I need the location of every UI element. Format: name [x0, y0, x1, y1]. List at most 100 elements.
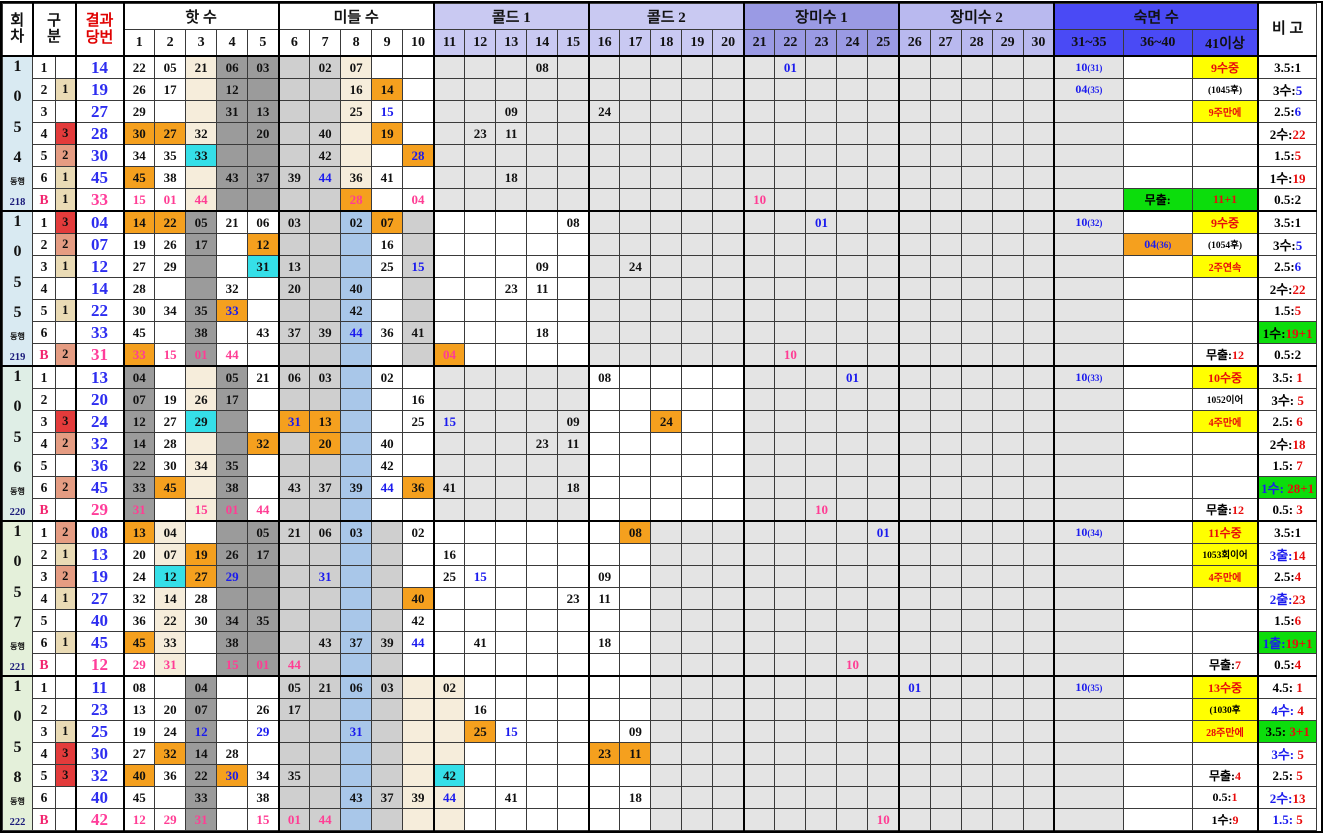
number-cell — [867, 786, 901, 809]
number-cell: 41 — [371, 166, 404, 189]
number-cell — [805, 543, 838, 566]
number-cell: 37 — [247, 166, 280, 189]
number-cell — [464, 343, 497, 367]
number-cell — [867, 299, 901, 322]
number-cell — [588, 454, 621, 477]
number-cell: 02 — [340, 210, 373, 234]
sleep-cell — [1053, 277, 1124, 300]
number-cell: 34 — [216, 609, 249, 632]
number-cell: 02 — [371, 365, 404, 389]
table-row: 1 0 5 7 동행 221 1 2 08 13 04 05 21 06 03 02 08 01 10(34) 11수… — [1, 520, 1318, 677]
annotation-text: 23 — [1292, 592, 1306, 607]
annotation-text: 4주만에 — [1208, 572, 1242, 584]
number-cell — [247, 277, 280, 300]
number-cell — [650, 321, 683, 344]
number-cell: 11 — [619, 742, 652, 765]
number-cell — [1022, 675, 1056, 699]
sleep-cell — [1191, 122, 1260, 145]
number-cell — [960, 210, 993, 234]
number-cell — [650, 343, 683, 367]
round-digit: 5 — [13, 738, 22, 756]
number-cell — [526, 299, 559, 322]
remark-cell: 3.5:1 — [1257, 520, 1318, 544]
number-cell — [588, 122, 621, 145]
number-cell — [650, 698, 683, 721]
number-cell — [247, 410, 280, 433]
number-cell — [805, 675, 838, 699]
number-cell — [495, 543, 528, 566]
number-cell — [929, 808, 962, 831]
annotation-text: 2.5: — [1272, 767, 1297, 783]
annotation-text: 19 — [1292, 171, 1306, 186]
number-cell — [991, 255, 1024, 278]
number-cell: 31 — [154, 653, 187, 677]
number-cell — [712, 122, 745, 145]
number-cell — [743, 698, 776, 721]
streak-badge: 1 — [55, 299, 77, 322]
number-cell — [712, 166, 745, 189]
number-cell — [619, 675, 652, 699]
number-cell — [774, 299, 807, 322]
number-cell — [991, 742, 1024, 765]
round-digit: 5 — [13, 583, 22, 601]
number-cell: 13 — [278, 255, 311, 278]
number-cell: 33 — [123, 343, 156, 367]
number-cell — [650, 388, 683, 411]
number-cell: 24 — [154, 720, 187, 743]
number-cell — [991, 698, 1024, 721]
number-cell — [774, 255, 807, 278]
number-cell — [588, 675, 621, 699]
number-cell — [960, 166, 993, 189]
number-cell — [526, 388, 559, 411]
streak-badge: 1 — [55, 78, 77, 101]
sleep-cell: 무출:7 — [1191, 653, 1260, 677]
number-cell — [464, 255, 497, 278]
number-cell: 42 — [309, 144, 342, 167]
number-cell — [433, 210, 466, 234]
number-cell — [340, 565, 373, 588]
annotation-text: 3 — [1296, 501, 1303, 517]
number-cell: 29 — [247, 720, 280, 743]
number-cell — [278, 122, 311, 145]
number-cell — [464, 520, 497, 544]
number-cell — [960, 631, 993, 654]
table-row: 3 1 12 27 29 31 13 25 15 09 24 2주연속 2.5:6 — [3, 255, 1318, 278]
number-cell — [619, 609, 652, 632]
number-cell — [1022, 609, 1056, 632]
annotation-text: 5 — [1297, 393, 1304, 408]
number-cell: 18 — [619, 786, 652, 809]
remark-cell: 4수: 4 — [1257, 698, 1318, 721]
number-cell: 05 — [154, 55, 187, 79]
sleep-cell — [1053, 587, 1124, 610]
number-cell: 15 — [433, 410, 466, 433]
sleep-cell — [1053, 720, 1124, 743]
number-cell — [1022, 365, 1056, 389]
col-label: 41이상 — [1191, 29, 1260, 57]
number-cell — [805, 255, 838, 278]
number-cell — [247, 565, 280, 588]
result-number: 23 — [75, 698, 125, 721]
number-cell — [185, 365, 218, 389]
number-cell — [619, 631, 652, 654]
number-cell — [371, 587, 404, 610]
position-label: 5 — [32, 454, 57, 477]
number-cell: 34 — [185, 454, 218, 477]
number-cell — [278, 565, 311, 588]
annotation-text: 무출: — [1205, 503, 1233, 517]
remark-cell: 3.5:1 — [1257, 55, 1318, 79]
number-cell — [867, 587, 901, 610]
position-label: 1 — [32, 365, 57, 389]
number-cell — [836, 808, 869, 831]
number-cell — [495, 609, 528, 632]
sleep-cell — [1122, 166, 1193, 189]
number-cell — [154, 365, 187, 389]
number-cell — [495, 365, 528, 389]
number-cell — [681, 587, 714, 610]
number-cell — [526, 543, 559, 566]
sleep-cell: 28주만에 — [1191, 720, 1260, 743]
round-digit: 0 — [13, 708, 22, 726]
number-cell — [1022, 764, 1056, 787]
number-cell — [712, 233, 745, 256]
number-cell — [619, 410, 652, 433]
sleep-cell — [1122, 808, 1193, 831]
